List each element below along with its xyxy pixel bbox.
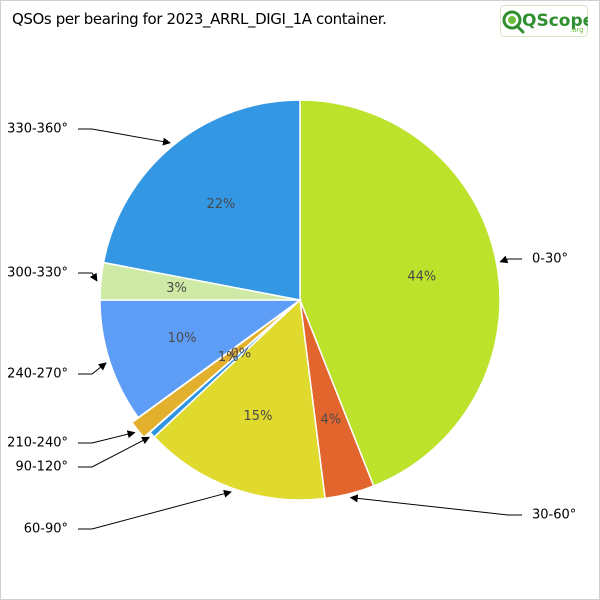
callout-line-60-90 (78, 489, 232, 530)
percent-labels: 44% 4% 15% 0%1% 10% 3% 22% (166, 197, 436, 428)
percent-label-240-270: 10% (168, 331, 197, 346)
callout-label-330-360: 330-360° (7, 122, 68, 137)
percent-label-330-360: 22% (207, 197, 236, 212)
callout-line-90-120 (78, 436, 151, 468)
callout-label-0-30: 0-30° (532, 252, 568, 267)
callout-label-210-240: 210-240° (7, 436, 68, 451)
percent-label-300-330: 3% (166, 281, 187, 296)
chart-title: QSOs per bearing for 2023_ARRL_DIGI_1A c… (12, 10, 387, 28)
category-callouts: 0-30° 30-60° 60-90° 90-120° 210-240° 240-270°… (7, 122, 576, 537)
callout-line-0-30 (499, 255, 522, 264)
percent-label-0-30: 44% (407, 269, 436, 284)
pie-slice-60-90 (153, 298, 326, 501)
pie-slices (99, 99, 501, 501)
logo-suffix: .org (570, 26, 584, 34)
pie-slice-240-270 (99, 299, 303, 419)
logo-text: QScope (522, 11, 588, 31)
percent-label-30-60: 4% (321, 413, 342, 428)
callout-line-30-60 (349, 494, 522, 516)
pie-slice-0-30 (299, 99, 501, 487)
qscope-logo: QScope .org (500, 5, 588, 37)
callout-line-330-360 (78, 128, 171, 146)
callout-label-90-120: 90-120° (15, 460, 68, 475)
percent-label-210-240: 1% (218, 350, 239, 365)
callout-label-60-90: 60-90° (24, 522, 68, 537)
callout-label-30-60: 30-60° (532, 508, 576, 523)
callout-line-240-270 (78, 362, 107, 375)
percent-label-90-120: 0% (231, 346, 252, 361)
callout-label-300-330: 300-330° (7, 266, 68, 281)
percent-label-60-90: 15% (244, 409, 273, 424)
callout-line-210-240 (78, 430, 136, 444)
callout-line-300-330 (78, 272, 98, 282)
pie-slice-330-360 (102, 99, 301, 301)
callout-label-240-270: 240-270° (7, 367, 68, 382)
